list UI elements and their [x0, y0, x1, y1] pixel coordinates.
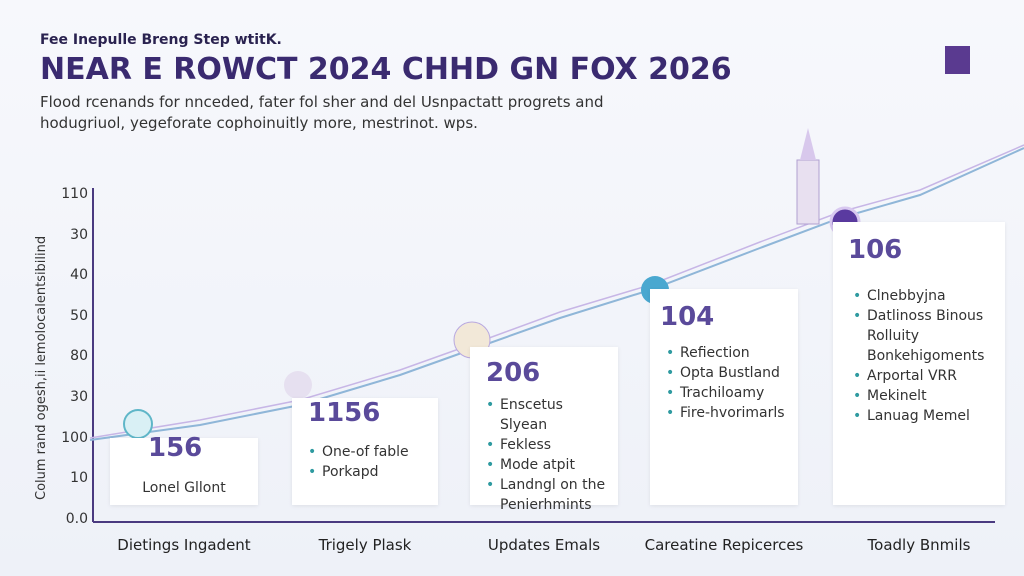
category-label: Dietings Ingadent: [117, 536, 251, 554]
card-item: Porkapd: [308, 462, 434, 482]
kicker: Fee Inepulle Breng Step wtitK.: [40, 32, 282, 48]
card-item: Clnebbyjna: [853, 286, 1001, 306]
subtitle-line: hodugriuol, yegeforate cophoinuitly more…: [40, 114, 478, 132]
card-list: ClnebbyjnaDatlinoss Binous Rolluity Bonk…: [837, 286, 1001, 426]
card-item: Enscetus Slyean: [486, 395, 614, 435]
card-item: Lanuag Memel: [853, 406, 1001, 426]
title: NEAR E ROWCT 2024 CHHD GN FOX 2026: [40, 52, 732, 87]
category-label: Trigely Plask: [318, 536, 412, 554]
subtitle-line: Flood rcenands for nnceded, fater fol sh…: [40, 93, 604, 111]
card-value: 1156: [308, 398, 381, 428]
card-item: Arportal VRR: [853, 366, 1001, 386]
card-list: RefiectionOpta BustlandTrachiloamyFire-h…: [650, 343, 794, 423]
card-item: Refiection: [666, 343, 794, 363]
card-value: 104: [660, 302, 715, 332]
card-text: Lonel Gllont: [142, 480, 226, 496]
axis-tick: 100: [61, 429, 88, 446]
card: 106 ClnebbyjnaDatlinoss Binous Rolluity B…: [833, 222, 1005, 505]
card-item: Opta Bustland: [666, 363, 794, 383]
axis-tick: 30: [70, 389, 88, 405]
subtitle: Flood rcenands for nnceded, fater fol sh…: [40, 92, 604, 134]
card-item: Mode atpit: [486, 455, 614, 475]
card-value: 106: [848, 235, 903, 265]
category-label: Updates Emals: [487, 536, 601, 554]
card-item: Fire-hvorimarls: [666, 403, 794, 423]
card: 206 Enscetus SlyeanFeklessMode atpitLandn…: [470, 347, 618, 513]
axis-tick: 110: [61, 186, 88, 202]
card: 1156 One-of fablePorkapd: [292, 398, 438, 505]
category-label: Toadly Bnmils: [867, 536, 971, 554]
axis-tick: 40: [70, 267, 88, 284]
card-item: Landngl on the Penierhmints: [486, 475, 614, 515]
card: 104 RefiectionOpta BustlandTrachiloamyFir…: [650, 289, 798, 505]
card-list: Enscetus SlyeanFeklessMode atpitLandngl …: [470, 395, 614, 515]
card-item: One-of fable: [308, 442, 434, 462]
axis-tick: 0.0: [65, 510, 88, 527]
card-item: Fekless: [486, 435, 614, 455]
category-label: Careatine Repicerces: [644, 536, 804, 554]
axis-tick: 80: [70, 348, 88, 365]
card-item: Trachiloamy: [666, 383, 794, 403]
card-item: Mekinelt: [853, 386, 1001, 406]
axis-tick: 30: [70, 226, 88, 243]
card-value: 206: [486, 358, 541, 388]
axis-tick: 50: [70, 307, 88, 324]
axis-tick: 10: [70, 470, 88, 487]
card-value: 156: [148, 433, 203, 463]
card: 156 Lonel Gllont: [110, 433, 258, 505]
card-list: One-of fablePorkapd: [292, 442, 434, 482]
card-item: Datlinoss Binous Rolluity Bonkehigoments: [853, 306, 1001, 366]
